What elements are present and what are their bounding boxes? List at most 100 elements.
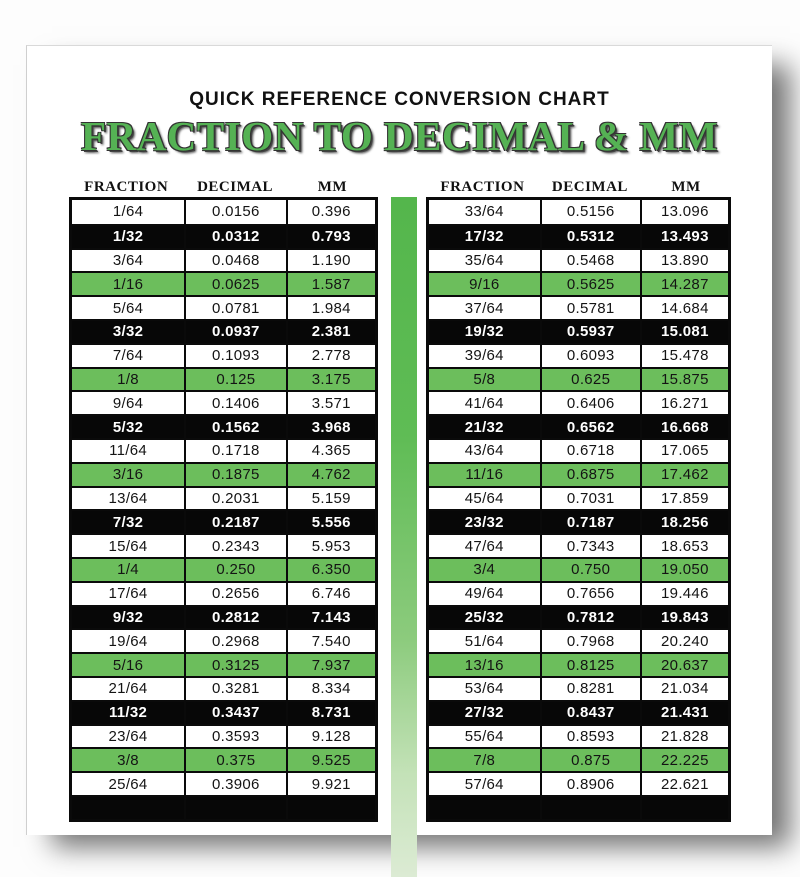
table-row: 33/64 0.5156 13.096: [429, 200, 728, 224]
decimal-cell: 0.6406: [539, 392, 640, 415]
decimal-cell: 0.6093: [539, 344, 640, 367]
mm-cell: 16.668: [639, 416, 728, 438]
fraction-cell: 9/16: [469, 275, 500, 293]
decimal-cell: 0.2656: [184, 582, 286, 605]
column-headers: FRACTION DECIMAL MM: [426, 177, 731, 197]
mm-cell: 6.746: [285, 582, 375, 605]
table-row: 45/64 0.7031 17.859: [429, 485, 728, 510]
decimal-cell: 0.0312: [184, 225, 286, 248]
fraction-cell: 3/4: [473, 561, 496, 579]
column-header-fraction: FRACTION: [440, 178, 525, 195]
mm-cell: 17.065: [639, 439, 728, 462]
decimal-cell: 0.3125: [184, 654, 286, 676]
table-row: 11/32 0.3437 8.731: [72, 699, 375, 724]
table-row: 17/32 0.5312 13.493: [429, 223, 728, 248]
fraction-cell: 37/64: [464, 299, 504, 317]
column-header-decimal: DECIMAL: [551, 178, 628, 195]
decimal-cell: 0.8437: [539, 701, 640, 724]
table-row: 15/64 0.2343 5.953: [72, 533, 375, 557]
mm-cell: 13.096: [639, 200, 728, 224]
fraction-cell: 25/32: [464, 608, 504, 626]
decimal-cell: 0.250: [184, 558, 286, 581]
fraction-cell: 3/16: [112, 466, 144, 484]
table-row: 13/64 0.2031 5.159: [72, 485, 375, 510]
decimal-cell: 0.8593: [539, 725, 640, 748]
table-row: 5/64 0.0781 1.984: [72, 295, 375, 319]
mm-cell: 6.350: [285, 558, 375, 581]
fraction-cell: 1/4: [117, 561, 139, 579]
decimal-cell: 0.5625: [539, 273, 640, 296]
mm-cell: 14.684: [639, 297, 728, 319]
decimal-cell: 0.7031: [539, 487, 640, 510]
decimal-cell: 0.8125: [539, 654, 640, 676]
decimal-cell: 0.7968: [539, 630, 640, 653]
fraction-cell: 21/32: [464, 418, 504, 436]
table-row: 21/64 0.3281 8.334: [72, 675, 375, 700]
fraction-cell: 7/64: [112, 347, 144, 365]
decimal-cell: 0.6875: [539, 463, 640, 486]
fraction-cell: 57/64: [464, 775, 504, 793]
fraction-cell: 15/64: [108, 537, 148, 555]
fraction-cell: 19/32: [464, 323, 504, 341]
decimal-cell: [184, 796, 286, 819]
mm-cell: 21.034: [639, 677, 728, 700]
mm-cell: 4.365: [285, 439, 375, 462]
mm-cell: 15.081: [639, 320, 728, 343]
decimal-cell: 0.0937: [184, 320, 286, 343]
table-body: 33/64 0.5156 13.096 17/32 0.5312 13.493 35/64 0…: [426, 197, 731, 822]
table-row: 1/64 0.0156 0.396: [72, 200, 375, 224]
table-row: 25/64 0.3906 9.921: [72, 771, 375, 795]
table-row: 23/32 0.7187 18.256: [429, 509, 728, 534]
table-row: 3/8 0.375 9.525: [72, 747, 375, 772]
table-row: 9/64 0.1406 3.571: [72, 390, 375, 415]
mm-cell: 19.446: [639, 582, 728, 605]
mm-cell: [639, 796, 728, 819]
fraction-cell: 33/64: [464, 203, 504, 221]
table-body: 1/64 0.0156 0.396 1/32 0.0312 0.793 3/64 0.0468…: [69, 197, 378, 822]
table-row: 23/64 0.3593 9.128: [72, 723, 375, 748]
fraction-cell: 53/64: [464, 680, 504, 698]
table-row: 3/32 0.0937 2.381: [72, 318, 375, 343]
mm-cell: 22.621: [639, 773, 728, 795]
decimal-cell: 0.5312: [539, 225, 640, 248]
table-row: 41/64 0.6406 16.271: [429, 390, 728, 415]
mm-cell: 5.953: [285, 535, 375, 557]
fraction-cell: [429, 797, 540, 819]
mm-cell: 3.571: [285, 392, 375, 415]
decimal-cell: 0.0625: [184, 273, 286, 296]
table-row: 11/16 0.6875 17.462: [429, 461, 728, 486]
mm-cell: 21.828: [639, 725, 728, 748]
table-row: 13/16 0.8125 20.637: [429, 652, 728, 676]
fraction-cell: 21/64: [108, 680, 148, 698]
column-header-decimal: DECIMAL: [197, 178, 274, 195]
mm-cell: 14.287: [639, 273, 728, 296]
table-row: 11/64 0.1718 4.365: [72, 437, 375, 462]
mm-cell: 20.240: [639, 630, 728, 653]
table-row: 57/64 0.8906 22.621: [429, 771, 728, 795]
decimal-cell: 0.8906: [539, 773, 640, 795]
decimal-cell: 0.125: [184, 368, 286, 391]
table-row: [72, 794, 375, 819]
green-divider-bar: [391, 197, 417, 877]
table-row: 27/32 0.8437 21.431: [429, 699, 728, 724]
decimal-cell: 0.3437: [184, 701, 286, 724]
table-row: 47/64 0.7343 18.653: [429, 533, 728, 557]
table-row: 35/64 0.5468 13.890: [429, 247, 728, 272]
table-row: 37/64 0.5781 14.684: [429, 295, 728, 319]
mm-cell: 1.984: [285, 297, 375, 319]
fraction-cell: 3/8: [117, 751, 139, 769]
decimal-cell: 0.0781: [184, 297, 286, 319]
fraction-cell: 1/32: [112, 228, 144, 246]
mm-cell: 3.968: [285, 416, 375, 438]
fraction-cell: 23/64: [108, 727, 148, 745]
fraction-cell: 11/32: [108, 704, 148, 722]
mm-cell: 7.937: [285, 654, 375, 676]
decimal-cell: 0.875: [539, 749, 640, 772]
fraction-cell: 5/64: [112, 299, 144, 317]
mm-cell: 8.334: [285, 677, 375, 700]
fraction-cell: 17/64: [108, 585, 148, 603]
table-row: 1/16 0.0625 1.587: [72, 271, 375, 296]
decimal-cell: 0.5156: [539, 200, 640, 224]
decimal-cell: 0.6562: [539, 416, 640, 438]
decimal-cell: 0.6718: [539, 439, 640, 462]
